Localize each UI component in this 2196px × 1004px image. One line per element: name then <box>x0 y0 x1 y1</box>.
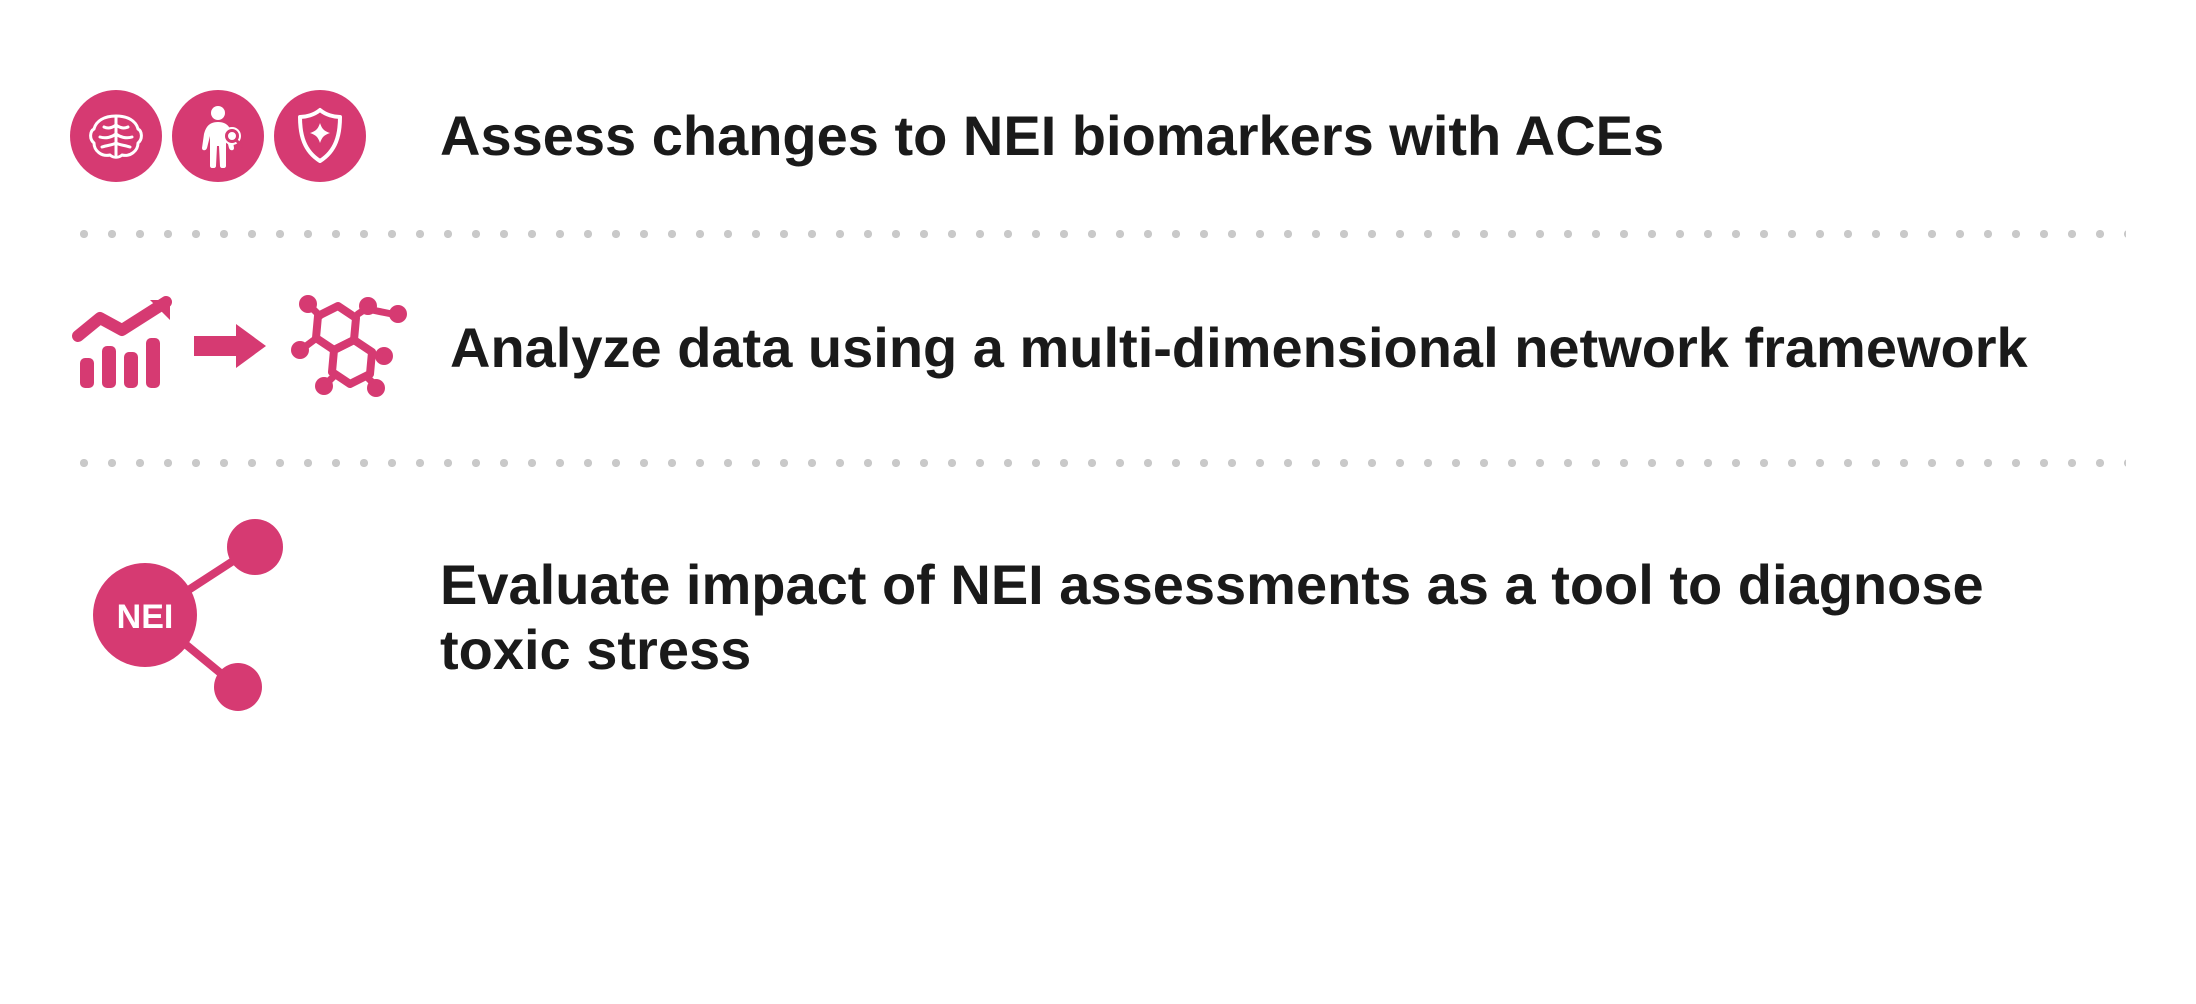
icon-group-evaluate: NEI <box>70 515 400 720</box>
row-evaluate: NEI Evaluate impact of NEI assessments a… <box>70 485 2126 750</box>
analyze-text: Analyze data using a multi-dimensional n… <box>450 316 2028 380</box>
row-assess: Assess changes to NEI biomarkers with AC… <box>70 60 2126 212</box>
evaluate-text: Evaluate impact of NEI assessments as a … <box>440 553 2126 682</box>
divider-2 <box>70 459 2126 467</box>
icon-group-analyze <box>70 286 410 411</box>
shield-star-icon <box>274 90 366 182</box>
nei-network-icon: NEI <box>70 515 330 720</box>
brain-icon <box>70 90 162 182</box>
arrow-right-icon <box>190 320 270 377</box>
molecule-network-icon <box>280 286 410 411</box>
row-analyze: Analyze data using a multi-dimensional n… <box>70 256 2126 441</box>
chart-up-icon <box>70 296 180 401</box>
icon-group-assess <box>70 90 400 182</box>
body-scan-icon <box>172 90 264 182</box>
assess-text: Assess changes to NEI biomarkers with AC… <box>440 104 1664 168</box>
divider-1 <box>70 230 2126 238</box>
nei-label: NEI <box>117 598 174 636</box>
